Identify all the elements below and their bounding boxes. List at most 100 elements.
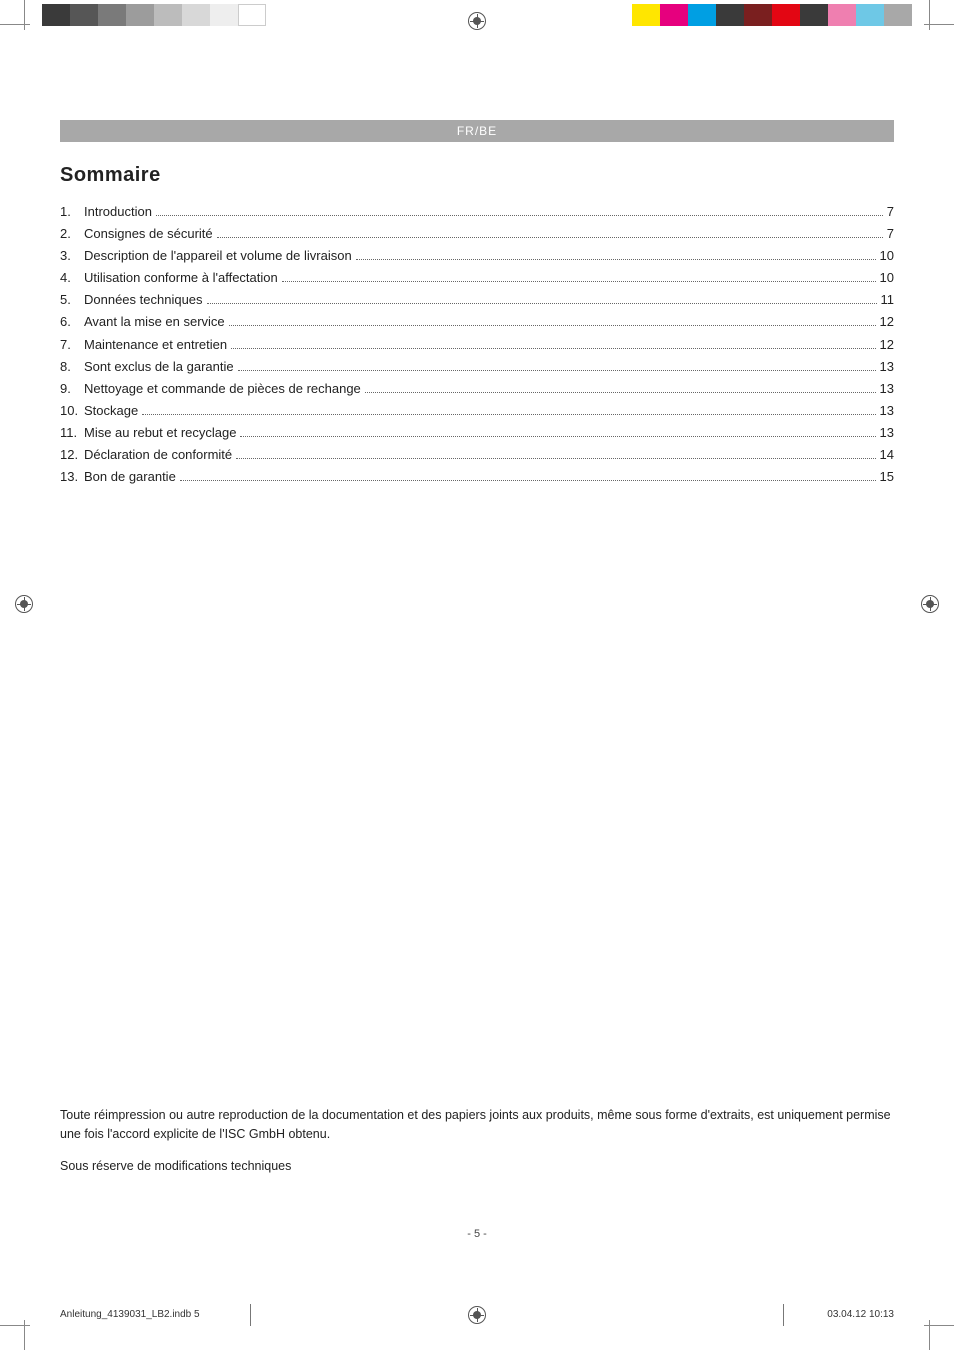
toc-leader-dots xyxy=(156,206,883,216)
page-content: FR/BE Sommaire 1.Introduction 72.Consigne… xyxy=(60,60,894,1280)
toc-number: 10. xyxy=(60,400,84,422)
toc-label: Sont exclus de la garantie xyxy=(84,356,234,378)
toc-label: Données techniques xyxy=(84,289,203,311)
toc-page-number: 13 xyxy=(880,356,894,378)
toc-label: Nettoyage et commande de pièces de recha… xyxy=(84,378,361,400)
toc-row: 3.Description de l'appareil et volume de… xyxy=(60,245,894,267)
toc-page-number: 13 xyxy=(880,378,894,400)
header-language-bar: FR/BE xyxy=(60,120,894,142)
toc-row: 13.Bon de garantie15 xyxy=(60,466,894,488)
color-swatch xyxy=(154,4,182,26)
toc-leader-dots xyxy=(238,360,876,370)
toc-number: 7. xyxy=(60,334,84,356)
printer-colorbar-left xyxy=(42,4,266,30)
toc-page-number: 13 xyxy=(880,400,894,422)
color-swatch xyxy=(182,4,210,26)
toc-leader-dots xyxy=(142,404,875,414)
toc-page-number: 14 xyxy=(880,444,894,466)
toc-number: 8. xyxy=(60,356,84,378)
registration-mark-icon xyxy=(15,595,33,613)
registration-mark-icon xyxy=(468,1306,486,1324)
toc-label: Description de l'appareil et volume de l… xyxy=(84,245,352,267)
header-language-label: FR/BE xyxy=(457,124,497,138)
color-swatch xyxy=(632,4,660,26)
modifications-paragraph: Sous réserve de modifications techniques xyxy=(60,1157,894,1176)
crop-mark xyxy=(914,1310,954,1350)
toc-row: 12.Déclaration de conformité 14 xyxy=(60,444,894,466)
toc-number: 3. xyxy=(60,245,84,267)
copyright-note: Toute réimpression ou autre reproduction… xyxy=(60,1106,894,1190)
page-number: - 5 - xyxy=(0,1228,954,1240)
toc-leader-dots xyxy=(207,294,877,304)
toc-row: 5.Données techniques 11 xyxy=(60,289,894,311)
toc-label: Bon de garantie xyxy=(84,466,176,488)
registration-mark-icon xyxy=(468,12,486,30)
color-swatch xyxy=(238,4,266,26)
toc-row: 2.Consignes de sécurité7 xyxy=(60,223,894,245)
toc-number: 9. xyxy=(60,378,84,400)
copyright-paragraph: Toute réimpression ou autre reproduction… xyxy=(60,1106,894,1144)
toc-row: 8.Sont exclus de la garantie 13 xyxy=(60,356,894,378)
toc-leader-dots xyxy=(282,272,876,282)
crop-mark xyxy=(0,0,40,40)
toc-title: Sommaire xyxy=(60,164,894,187)
color-swatch xyxy=(70,4,98,26)
color-swatch xyxy=(688,4,716,26)
toc-label: Déclaration de conformité xyxy=(84,444,232,466)
toc-label: Maintenance et entretien xyxy=(84,334,227,356)
color-swatch xyxy=(772,4,800,26)
toc-leader-dots xyxy=(229,316,876,326)
toc-leader-dots xyxy=(217,228,883,238)
toc-page-number: 7 xyxy=(887,223,894,245)
color-swatch xyxy=(828,4,856,26)
toc-number: 2. xyxy=(60,223,84,245)
table-of-contents: 1.Introduction 72.Consignes de sécurité73… xyxy=(60,201,894,488)
toc-leader-dots xyxy=(180,471,876,481)
toc-row: 10.Stockage 13 xyxy=(60,400,894,422)
footer-separator xyxy=(250,1304,251,1326)
toc-page-number: 13 xyxy=(880,422,894,444)
toc-label: Utilisation conforme à l'affectation xyxy=(84,267,278,289)
toc-number: 4. xyxy=(60,267,84,289)
printer-colorbar-right xyxy=(632,4,912,30)
toc-leader-dots xyxy=(356,250,876,260)
toc-number: 5. xyxy=(60,289,84,311)
crop-mark xyxy=(0,1310,40,1350)
color-swatch xyxy=(660,4,688,26)
toc-page-number: 15 xyxy=(880,466,894,488)
color-swatch xyxy=(126,4,154,26)
toc-leader-dots xyxy=(365,382,876,392)
footer-datetime: 03.04.12 10:13 xyxy=(827,1309,894,1320)
crop-mark xyxy=(914,0,954,40)
color-swatch xyxy=(800,4,828,26)
toc-leader-dots xyxy=(231,338,875,348)
toc-row: 11.Mise au rebut et recyclage 13 xyxy=(60,422,894,444)
toc-row: 1.Introduction 7 xyxy=(60,201,894,223)
toc-page-number: 10 xyxy=(880,245,894,267)
color-swatch xyxy=(42,4,70,26)
footer-separator xyxy=(783,1304,784,1326)
color-swatch xyxy=(716,4,744,26)
toc-number: 11. xyxy=(60,422,84,444)
color-swatch xyxy=(98,4,126,26)
toc-row: 7.Maintenance et entretien12 xyxy=(60,334,894,356)
toc-label: Avant la mise en service xyxy=(84,311,225,333)
toc-leader-dots xyxy=(240,427,875,437)
toc-label: Stockage xyxy=(84,400,138,422)
toc-label: Mise au rebut et recyclage xyxy=(84,422,236,444)
toc-page-number: 10 xyxy=(880,267,894,289)
color-swatch xyxy=(210,4,238,26)
toc-leader-dots xyxy=(236,449,875,459)
toc-page-number: 7 xyxy=(887,201,894,223)
toc-number: 12. xyxy=(60,444,84,466)
footer-filename: Anleitung_4139031_LB2.indb 5 xyxy=(60,1309,200,1320)
toc-number: 1. xyxy=(60,201,84,223)
toc-label: Introduction xyxy=(84,201,152,223)
toc-page-number: 12 xyxy=(880,311,894,333)
toc-row: 4.Utilisation conforme à l'affectation 10 xyxy=(60,267,894,289)
color-swatch xyxy=(744,4,772,26)
toc-number: 6. xyxy=(60,311,84,333)
toc-page-number: 11 xyxy=(881,289,895,311)
color-swatch xyxy=(884,4,912,26)
registration-mark-icon xyxy=(921,595,939,613)
